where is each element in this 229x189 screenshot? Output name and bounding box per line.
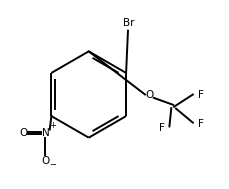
Text: F: F bbox=[197, 119, 202, 129]
Text: Br: Br bbox=[123, 18, 134, 28]
Text: −: − bbox=[49, 160, 56, 169]
Text: N: N bbox=[41, 128, 49, 138]
Text: +: + bbox=[49, 121, 56, 130]
Text: O: O bbox=[19, 128, 27, 138]
Text: O: O bbox=[145, 90, 153, 99]
Text: O: O bbox=[41, 156, 49, 166]
Text: F: F bbox=[158, 123, 164, 133]
Text: F: F bbox=[197, 90, 202, 99]
